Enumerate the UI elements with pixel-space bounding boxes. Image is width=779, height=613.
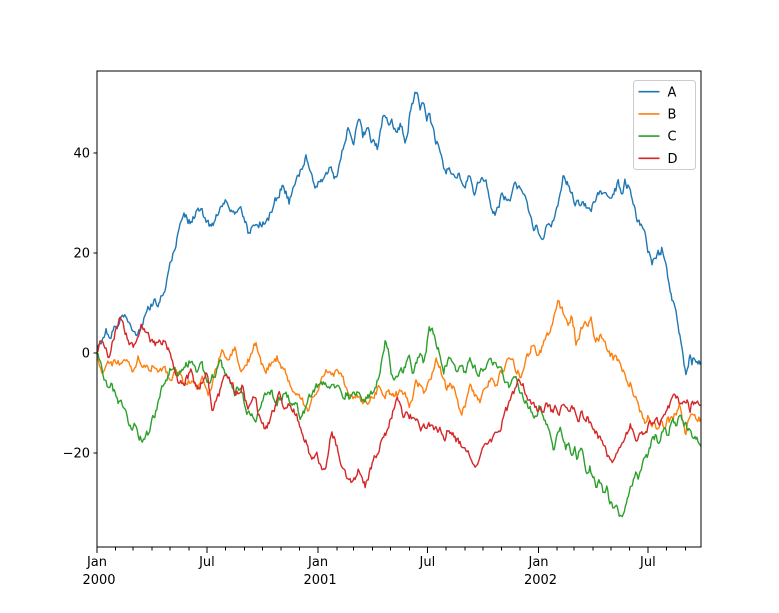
- legend-label: D: [668, 152, 678, 167]
- x-tick-label-year: 2000: [82, 573, 115, 588]
- x-tick-label-year: 2002: [524, 573, 557, 588]
- plot-area: [97, 91, 701, 518]
- legend-label: C: [668, 130, 677, 145]
- legend-box: [633, 80, 696, 170]
- y-tick-label: 0: [82, 347, 90, 362]
- legend-label: B: [668, 107, 677, 122]
- y-axis: 40 20 0 −20: [63, 147, 97, 462]
- series-line-A: [97, 91, 701, 376]
- series-line-C: [97, 325, 701, 518]
- x-tick-label-month: Jan: [307, 555, 328, 570]
- series-line-B: [97, 299, 701, 436]
- series-line-D: [97, 316, 701, 489]
- axes-spines: [96, 70, 702, 548]
- y-tick-label: −20: [63, 447, 90, 462]
- legend-label: A: [668, 85, 677, 100]
- y-tick-label: 20: [73, 247, 90, 262]
- x-axis: Jan 2000 Jul Jan 2001 Jul Jan 2002 Jul: [82, 547, 686, 588]
- x-tick-label-year: 2001: [304, 573, 337, 588]
- x-tick-label-month: Jul: [639, 555, 656, 570]
- y-tick-label: 40: [73, 147, 90, 162]
- x-tick-label-month: Jan: [86, 555, 107, 570]
- x-tick-label-month: Jul: [419, 555, 436, 570]
- x-tick-label-month: Jan: [528, 555, 549, 570]
- x-tick-label-month: Jul: [198, 555, 215, 570]
